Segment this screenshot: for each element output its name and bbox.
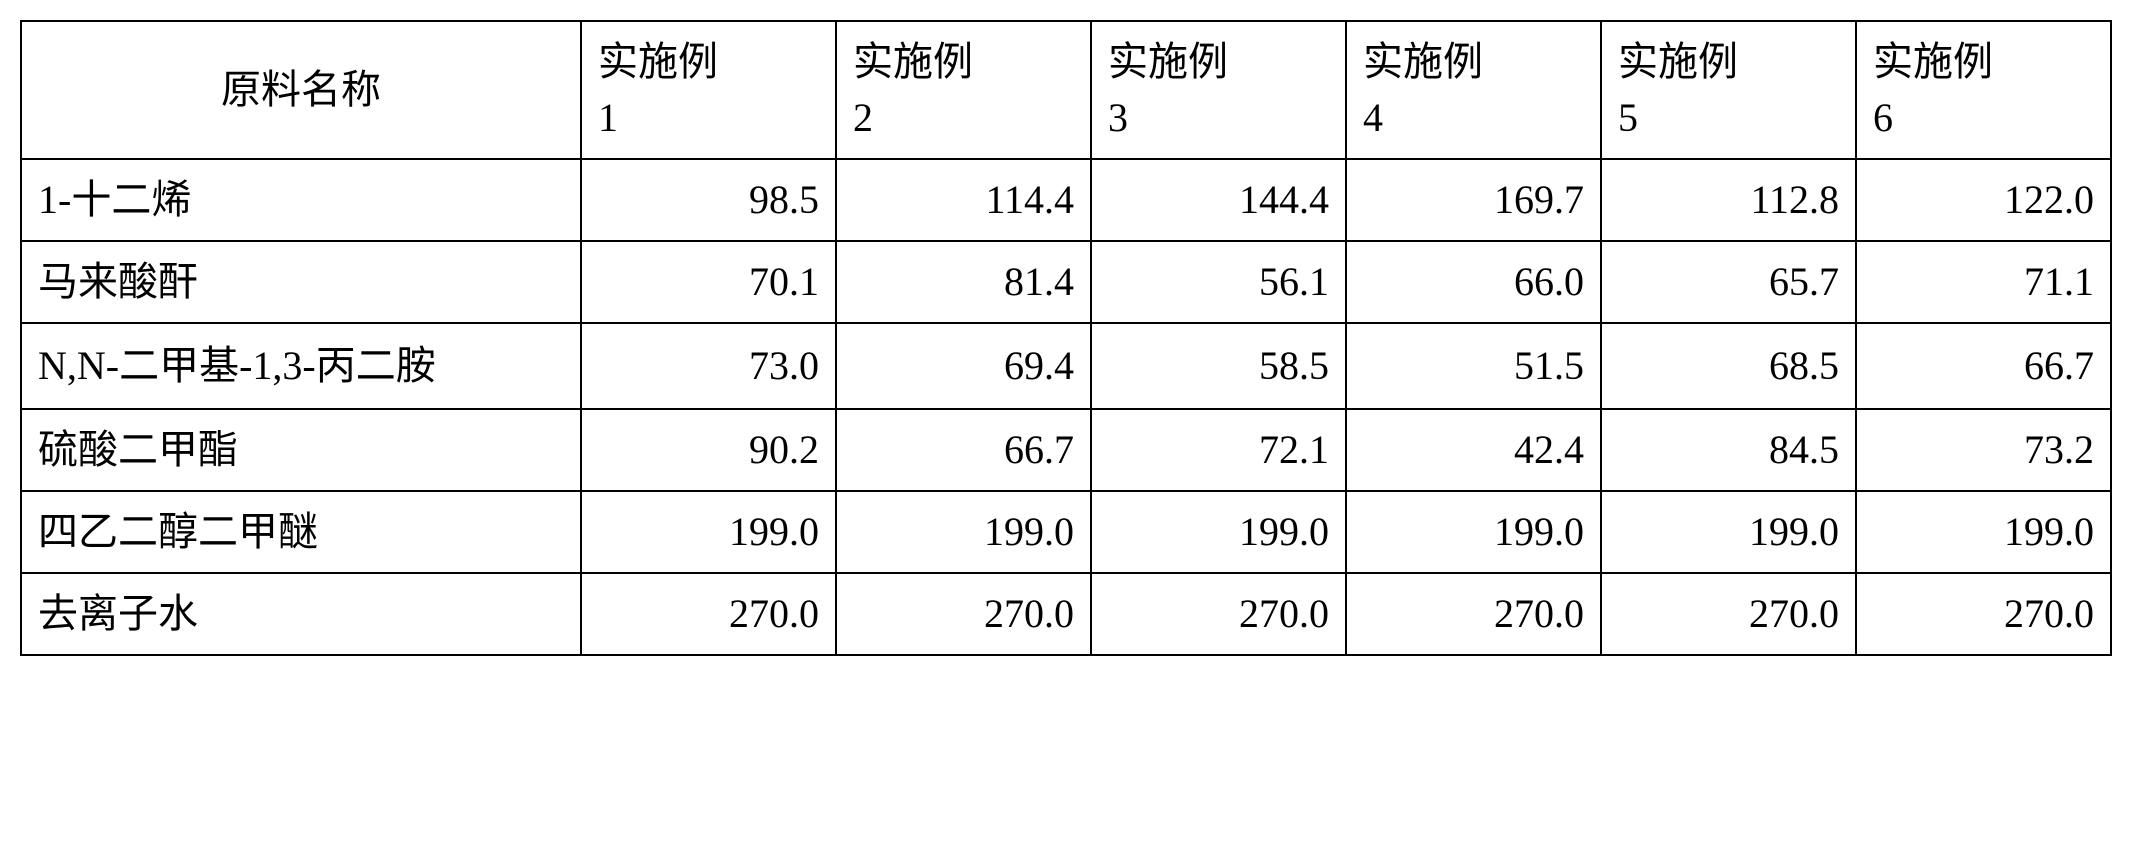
cell-1-4: 65.7 (1601, 241, 1856, 323)
header-col-4: 实施例 4 (1346, 21, 1601, 159)
cell-3-3: 42.4 (1346, 409, 1601, 491)
table-row: 硫酸二甲酯 90.2 66.7 72.1 42.4 84.5 73.2 (21, 409, 2111, 491)
row-name-5: 去离子水 (21, 573, 581, 655)
cell-2-1: 69.4 (836, 323, 1091, 409)
cell-3-4: 84.5 (1601, 409, 1856, 491)
header-col-2: 实施例 2 (836, 21, 1091, 159)
header-num-4: 4 (1363, 90, 1584, 146)
cell-3-1: 66.7 (836, 409, 1091, 491)
cell-2-0: 73.0 (581, 323, 836, 409)
table-row: 四乙二醇二甲醚 199.0 199.0 199.0 199.0 199.0 19… (21, 491, 2111, 573)
header-name-col: 原料名称 (21, 21, 581, 159)
cell-1-2: 56.1 (1091, 241, 1346, 323)
cell-1-0: 70.1 (581, 241, 836, 323)
materials-table: 原料名称 实施例 1 实施例 2 实施例 3 实施例 4 (20, 20, 2112, 656)
data-table-container: 原料名称 实施例 1 实施例 2 实施例 3 实施例 4 (20, 20, 2110, 656)
cell-4-1: 199.0 (836, 491, 1091, 573)
cell-5-2: 270.0 (1091, 573, 1346, 655)
header-num-5: 5 (1618, 90, 1839, 146)
cell-0-2: 144.4 (1091, 159, 1346, 241)
cell-2-3: 51.5 (1346, 323, 1601, 409)
table-row: N,N-二甲基-1,3-丙二胺 73.0 69.4 58.5 51.5 68.5… (21, 323, 2111, 409)
cell-5-1: 270.0 (836, 573, 1091, 655)
header-prefix-3: 实施例 (1108, 34, 1329, 90)
header-name-label: 原料名称 (221, 67, 381, 112)
cell-0-5: 122.0 (1856, 159, 2111, 241)
cell-0-3: 169.7 (1346, 159, 1601, 241)
header-col-5: 实施例 5 (1601, 21, 1856, 159)
cell-4-5: 199.0 (1856, 491, 2111, 573)
table-body: 1-十二烯 98.5 114.4 144.4 169.7 112.8 122.0… (21, 159, 2111, 655)
cell-2-5: 66.7 (1856, 323, 2111, 409)
header-col-6: 实施例 6 (1856, 21, 2111, 159)
header-prefix-6: 实施例 (1873, 34, 2094, 90)
cell-5-4: 270.0 (1601, 573, 1856, 655)
header-prefix-1: 实施例 (598, 34, 819, 90)
cell-2-4: 68.5 (1601, 323, 1856, 409)
cell-0-0: 98.5 (581, 159, 836, 241)
cell-4-3: 199.0 (1346, 491, 1601, 573)
cell-3-2: 72.1 (1091, 409, 1346, 491)
row-name-3: 硫酸二甲酯 (21, 409, 581, 491)
cell-4-0: 199.0 (581, 491, 836, 573)
cell-4-2: 199.0 (1091, 491, 1346, 573)
table-row: 马来酸酐 70.1 81.4 56.1 66.0 65.7 71.1 (21, 241, 2111, 323)
cell-5-0: 270.0 (581, 573, 836, 655)
header-prefix-5: 实施例 (1618, 34, 1839, 90)
row-name-0: 1-十二烯 (21, 159, 581, 241)
row-name-4: 四乙二醇二甲醚 (21, 491, 581, 573)
header-col-3: 实施例 3 (1091, 21, 1346, 159)
cell-1-5: 71.1 (1856, 241, 2111, 323)
cell-5-3: 270.0 (1346, 573, 1601, 655)
cell-1-1: 81.4 (836, 241, 1091, 323)
cell-3-5: 73.2 (1856, 409, 2111, 491)
header-num-6: 6 (1873, 90, 2094, 146)
header-num-3: 3 (1108, 90, 1329, 146)
table-row: 1-十二烯 98.5 114.4 144.4 169.7 112.8 122.0 (21, 159, 2111, 241)
header-prefix-4: 实施例 (1363, 34, 1584, 90)
header-num-2: 2 (853, 90, 1074, 146)
cell-2-2: 58.5 (1091, 323, 1346, 409)
row-name-2: N,N-二甲基-1,3-丙二胺 (21, 323, 581, 409)
cell-1-3: 66.0 (1346, 241, 1601, 323)
table-row: 去离子水 270.0 270.0 270.0 270.0 270.0 270.0 (21, 573, 2111, 655)
cell-4-4: 199.0 (1601, 491, 1856, 573)
cell-3-0: 90.2 (581, 409, 836, 491)
row-name-1: 马来酸酐 (21, 241, 581, 323)
cell-0-4: 112.8 (1601, 159, 1856, 241)
cell-0-1: 114.4 (836, 159, 1091, 241)
cell-5-5: 270.0 (1856, 573, 2111, 655)
header-prefix-2: 实施例 (853, 34, 1074, 90)
header-num-1: 1 (598, 90, 819, 146)
table-header-row: 原料名称 实施例 1 实施例 2 实施例 3 实施例 4 (21, 21, 2111, 159)
header-col-1: 实施例 1 (581, 21, 836, 159)
